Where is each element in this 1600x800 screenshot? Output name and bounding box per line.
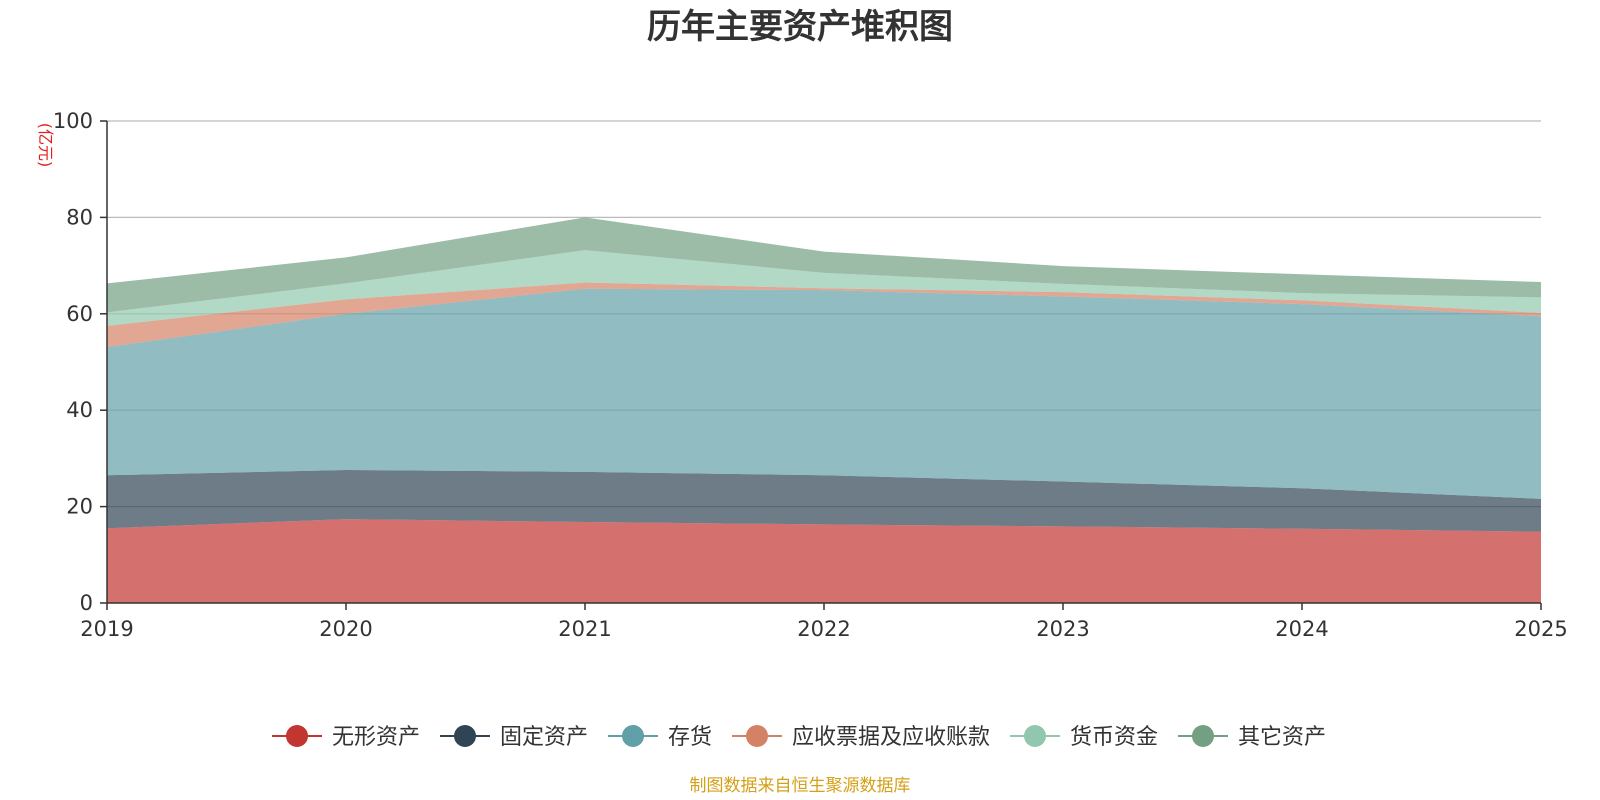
legend: 无形资产 固定资产 存货 应收票据及应收账款 货币资金 其它资产 [272,725,1326,750]
legend-marker [746,725,768,747]
area-series-1 [107,519,1541,603]
legend-label: 固定资产 [500,725,588,750]
area-series-2 [107,469,1541,532]
y-tick-label: 80 [66,205,93,229]
legend-marker [622,725,644,747]
legend-item-1: 无形资产 [272,725,420,750]
legend-marker [454,725,476,747]
area-series-5 [107,250,1541,326]
y-tick-label: 20 [66,495,93,519]
legend-marker [1024,725,1046,747]
legend-label: 应收票据及应收账款 [792,725,990,750]
x-tick-label: 2019 [80,617,133,641]
x-tick-label: 2022 [797,617,850,641]
legend-item-3: 存货 [608,725,712,750]
x-tick-label: 2020 [319,617,372,641]
y-tick-label: 40 [66,398,93,422]
legend-label: 无形资产 [332,725,420,750]
legend-marker [286,725,308,747]
area-series-6 [107,217,1541,313]
chart-title: 历年主要资产堆积图 [647,7,953,47]
data-source-note: 制图数据来自恒生聚源数据库 [690,776,911,796]
legend-item-4: 应收票据及应收账款 [732,725,990,750]
y-tick-label: 100 [53,109,93,133]
x-tick-label: 2024 [1275,617,1328,641]
axes: 0 20 40 60 80 100 2019 2020 2021 2022 2023 2024 2025 [53,109,1568,641]
x-tick-label: 2021 [558,617,611,641]
legend-item-6: 其它资产 [1178,725,1326,750]
area-series-3 [107,288,1541,499]
y-tick-label: 0 [80,591,93,615]
legend-item-2: 固定资产 [440,725,588,750]
y-axis-unit-label: (亿元) [36,123,55,168]
area-series-4 [107,282,1541,348]
legend-label: 货币资金 [1070,725,1158,750]
x-tick-label: 2023 [1036,617,1089,641]
legend-marker [1192,725,1214,747]
x-tick-label: 2025 [1514,617,1567,641]
legend-item-5: 货币资金 [1010,725,1158,750]
legend-label: 存货 [668,725,712,750]
legend-label: 其它资产 [1238,725,1326,750]
area-series [107,217,1541,603]
y-tick-label: 60 [66,302,93,326]
